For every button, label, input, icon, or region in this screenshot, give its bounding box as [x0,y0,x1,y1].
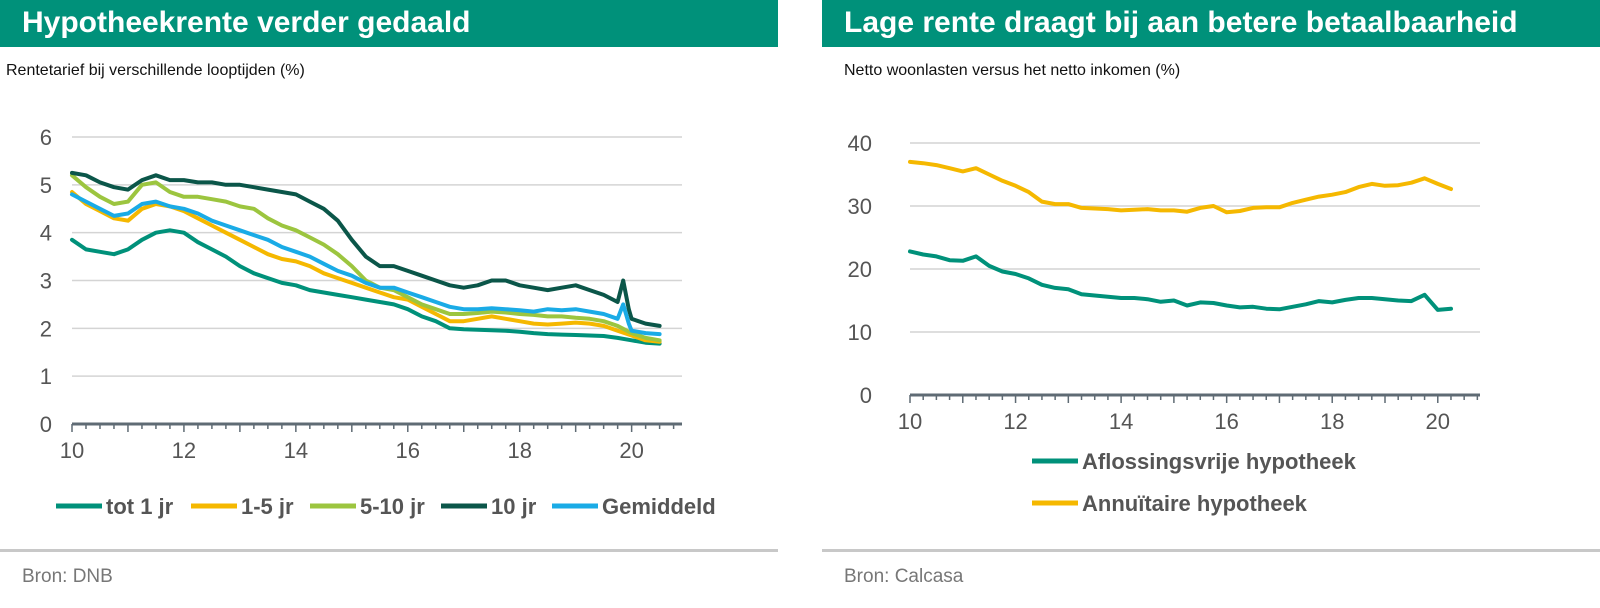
series-line-tot-1-jr [70,228,662,346]
x-tick-label: 18 [507,438,531,463]
panel-affordability: Lage rente draagt bij aan betere betaalb… [822,0,1600,608]
x-tick-label: 12 [1003,409,1027,434]
x-tick-label: 20 [619,438,643,463]
series-line-10-jr [70,170,662,328]
y-tick-label: 3 [40,269,52,294]
housing-costs-chart: 0 10 20 30 40 10 12 14 16 18 20 Aflossingsvrije hyp… [848,131,1480,516]
x-tick-label: 12 [172,438,196,463]
x-tick-label: 10 [60,438,84,463]
y-tick-label: 1 [40,364,52,389]
divider [0,549,778,552]
chart-title: Lage rente draagt bij aan betere betaalb… [844,6,1518,39]
source-note: Bron: DNB [22,566,113,587]
y-tick-label: 20 [848,257,872,282]
y-tick-label: 4 [40,221,52,246]
source-note: Bron: Calcasa [844,566,964,587]
y-tick-label: 30 [848,194,872,219]
x-tick-label: 14 [1109,409,1133,434]
series-line-5-10-jr [70,173,662,343]
legend-label: 10 jr [491,494,537,519]
legend-label: Aflossingsvrije hypotheek [1082,449,1357,474]
title-bar: Hypotheekrente verder gedaald [0,0,778,47]
x-tick-label: 16 [396,438,420,463]
y-tick-label: 5 [40,173,52,198]
x-tick-label: 16 [1214,409,1238,434]
chart-title: Hypotheekrente verder gedaald [22,6,471,39]
x-tick-label: 18 [1320,409,1344,434]
legend-label: Annuïtaire hypotheek [1082,491,1308,516]
y-tick-label: 6 [40,125,52,150]
chart-subtitle: Rentetarief bij verschillende looptijden… [6,62,305,79]
series-line-aflossingsvrije-hypotheek [908,249,1453,312]
y-tick-label: 2 [40,316,52,341]
chart-subtitle: Netto woonlasten versus het netto inkome… [844,62,1181,79]
y-tick-label: 0 [860,383,872,408]
legend-label: 1-5 jr [241,494,294,519]
series-line-gemiddeld [70,192,662,337]
y-tick-label: 0 [40,412,52,437]
divider [822,549,1600,552]
legend-label: tot 1 jr [106,494,174,519]
x-tick-label: 20 [1426,409,1450,434]
y-tick-label: 40 [848,131,872,156]
y-tick-label: 10 [848,320,872,345]
x-tick-label: 14 [284,438,308,463]
series-line-annu-taire-hypotheek [908,159,1453,215]
legend-label: 5-10 jr [360,494,425,519]
legend-label: Gemiddeld [602,494,716,519]
title-bar: Lage rente draagt bij aan betere betaalb… [822,0,1600,47]
x-tick-label: 10 [898,409,922,434]
panel-mortgage-rates: Hypotheekrente verder gedaald Rentetarie… [0,0,778,608]
